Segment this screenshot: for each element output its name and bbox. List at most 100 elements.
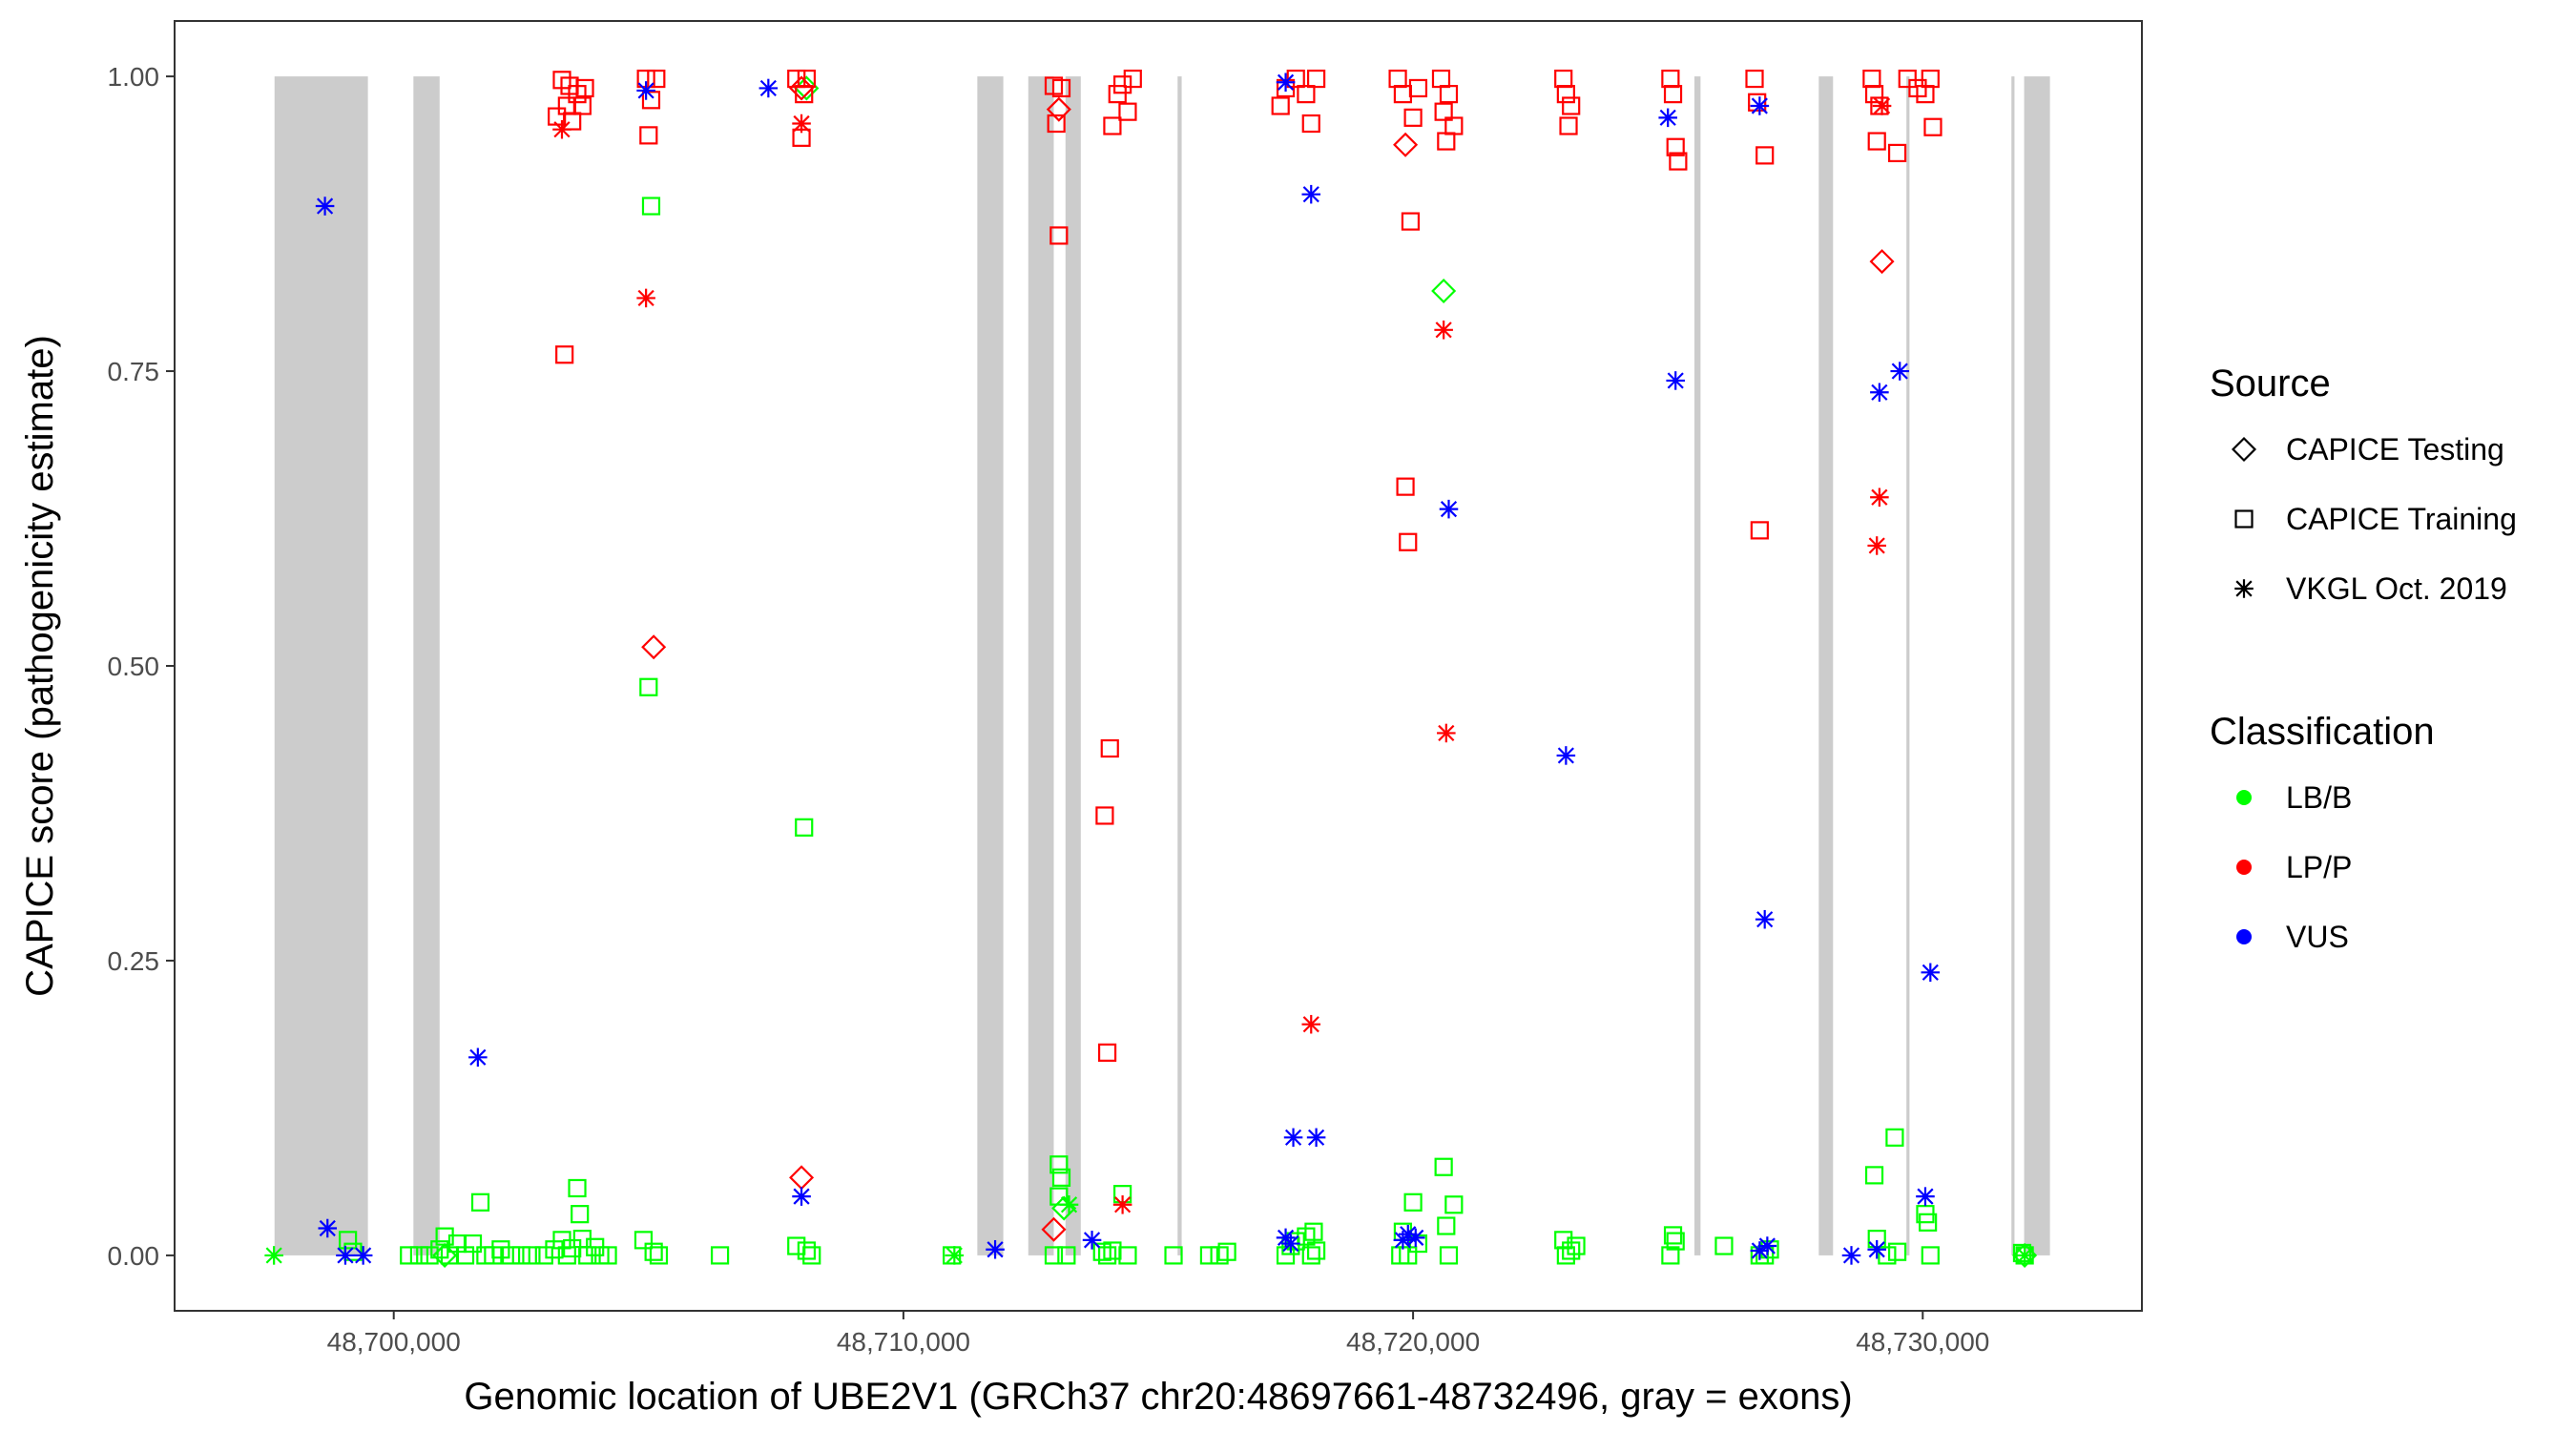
- data-point-asterisk-lpp: [1434, 321, 1453, 340]
- data-point-square-lbb: [641, 197, 661, 216]
- y-tick-label: 1.00: [108, 62, 160, 92]
- data-point-diamond-lbb: [1431, 278, 1457, 304]
- exon-band: [413, 76, 440, 1255]
- data-point-asterisk-lbb: [264, 1246, 283, 1265]
- data-point-square-lpp: [1562, 96, 1581, 115]
- data-point-square-lpp: [1399, 532, 1418, 551]
- data-point-square-lpp: [1103, 116, 1122, 135]
- data-point-asterisk-vus: [1870, 383, 1889, 403]
- data-point-square-lbb: [1097, 1246, 1117, 1265]
- data-point-square-lbb: [1439, 1246, 1459, 1265]
- data-point-square-lbb: [1307, 1241, 1326, 1260]
- data-point-square-lpp: [1750, 521, 1769, 540]
- x-tick-label: 48,720,000: [1346, 1327, 1480, 1357]
- data-point-square-lbb: [802, 1246, 821, 1265]
- data-point-square-lpp: [797, 69, 817, 89]
- data-point-square-lbb: [634, 1231, 654, 1250]
- data-point-square-lpp: [1898, 69, 1917, 89]
- data-point-square-lpp: [1108, 85, 1127, 104]
- data-point-square-lbb: [1051, 1168, 1071, 1187]
- data-point-square-lpp: [1663, 85, 1683, 104]
- data-point-square-lbb: [501, 1246, 521, 1265]
- data-point-square-lbb: [409, 1246, 429, 1265]
- data-point-square-lpp: [1444, 116, 1464, 135]
- data-point-square-lbb: [400, 1246, 419, 1265]
- data-point-square-lpp: [555, 345, 574, 364]
- data-point-square-lpp: [1864, 85, 1884, 104]
- data-point-asterisk-vus: [1405, 1228, 1425, 1248]
- data-point-square-lpp: [575, 78, 594, 98]
- data-point-square-lpp: [1401, 212, 1421, 231]
- data-point-square-lpp: [1097, 1043, 1117, 1062]
- data-point-asterisk-vus: [1921, 963, 1941, 983]
- data-point-asterisk-vus: [1556, 746, 1576, 765]
- data-point-asterisk-vus: [1439, 499, 1459, 519]
- exon-band: [2011, 76, 2015, 1255]
- exon-band: [977, 76, 1004, 1255]
- data-point-asterisk-lpp: [636, 288, 655, 308]
- data-point-square-lbb: [1919, 1213, 1938, 1232]
- data-point-square-lbb: [1444, 1195, 1464, 1214]
- data-point-square-lbb: [1567, 1236, 1586, 1255]
- data-point-square-lbb: [1049, 1155, 1069, 1174]
- data-point-square-lbb: [430, 1240, 449, 1259]
- data-point-asterisk-vus: [1283, 1128, 1303, 1148]
- data-point-asterisk-vus: [315, 197, 335, 216]
- data-point-square-lbb: [1092, 1242, 1111, 1261]
- y-tick-label: 0.00: [108, 1241, 160, 1271]
- data-point-square-lbb: [1044, 1246, 1064, 1265]
- data-point-asterisk-vus: [1916, 1187, 1935, 1206]
- exon-band: [1065, 76, 1081, 1255]
- data-point-square-lpp: [1748, 93, 1767, 112]
- data-point-square-lbb: [1661, 1246, 1680, 1265]
- data-point-square-lpp: [1123, 69, 1142, 89]
- data-point-square-lbb: [511, 1246, 530, 1265]
- legend-label-lbb: LB/B: [2286, 780, 2352, 815]
- data-point-square-lbb: [1399, 1246, 1418, 1265]
- x-tick-label: 48,730,000: [1856, 1327, 1989, 1357]
- data-point-asterisk-vus: [1276, 73, 1296, 93]
- legend-title-classification: Classification: [2210, 711, 2435, 753]
- data-point-asterisk-lpp: [1867, 536, 1886, 555]
- data-point-square-lpp: [1434, 102, 1453, 121]
- legend-label-capice-testing: CAPICE Testing: [2286, 432, 2504, 467]
- data-point-square-lpp: [1666, 137, 1685, 156]
- data-point-asterisk-vus: [1890, 362, 1910, 381]
- data-point-asterisk-lbb: [1059, 1195, 1079, 1214]
- data-point-square-lpp: [1113, 75, 1132, 94]
- data-point-square-lbb: [1049, 1187, 1069, 1206]
- data-point-square-lpp: [1271, 96, 1290, 115]
- y-axis-title: CAPICE score (pathogenicity estimate): [19, 335, 61, 997]
- data-point-asterisk-lpp: [792, 114, 811, 134]
- data-point-square-lbb: [2012, 1243, 2032, 1263]
- data-point-asterisk-vus: [1666, 371, 1685, 390]
- data-point-square-lpp: [647, 69, 666, 89]
- y-tick-label: 0.25: [108, 946, 160, 976]
- legend-label-lpp: LP/P: [2286, 850, 2352, 884]
- data-point-square-lpp: [563, 112, 582, 131]
- legend-label-vkgl: VKGL Oct. 2019: [2286, 571, 2507, 606]
- data-point-diamond-lpp: [1393, 132, 1419, 157]
- data-point-square-lbb: [797, 1241, 817, 1260]
- data-point-square-lbb: [420, 1246, 439, 1265]
- data-point-asterisk-vus: [1301, 184, 1321, 204]
- data-point-asterisk-lpp: [1301, 1014, 1321, 1034]
- legend-key-dot: [2236, 929, 2252, 944]
- data-point-square-lbb: [339, 1231, 358, 1250]
- data-point-square-lbb: [710, 1246, 730, 1265]
- legend-key-square: [2234, 509, 2254, 529]
- data-point-asterisk-lbb: [2015, 1246, 2034, 1265]
- data-point-diamond-lpp: [1869, 249, 1895, 275]
- data-point-asterisk-vus: [1867, 1239, 1886, 1259]
- data-point-square-lpp: [1755, 146, 1775, 165]
- data-point-square-lpp: [641, 91, 661, 110]
- data-point-square-lpp: [1100, 738, 1119, 758]
- data-point-asterisk-lpp: [1870, 487, 1889, 508]
- legend-class-items: [2236, 790, 2252, 944]
- data-point-asterisk-vus: [468, 1047, 488, 1068]
- data-point-square-lbb: [1887, 1242, 1907, 1261]
- data-point-square-lpp: [1408, 78, 1428, 98]
- data-point-square-lbb: [568, 1178, 587, 1198]
- data-point-asterisk-vus: [1841, 1246, 1861, 1265]
- legend-key-dot: [2236, 790, 2252, 805]
